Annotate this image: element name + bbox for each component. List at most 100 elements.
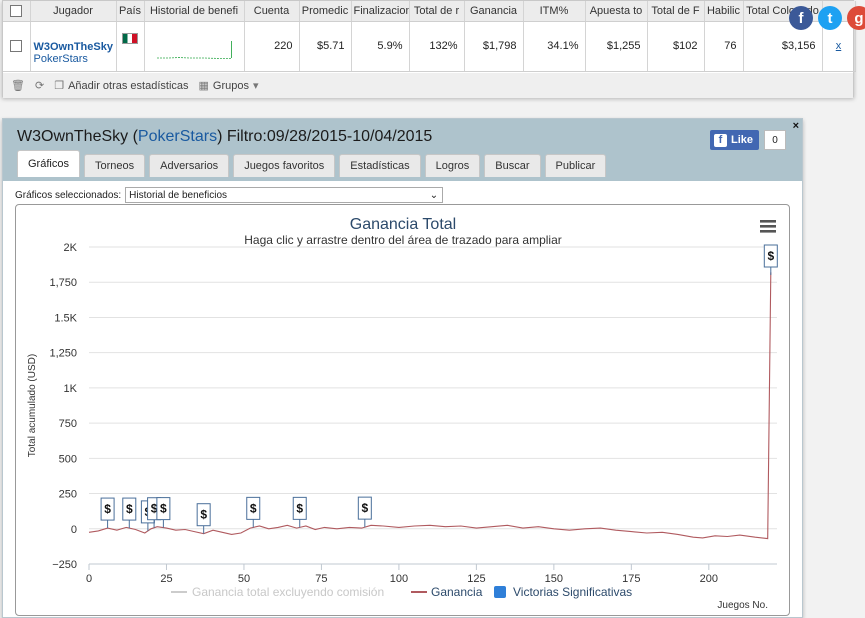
significant-win-marker[interactable] [357, 496, 372, 520]
col-header-total-r[interactable]: Total de r [409, 1, 465, 22]
chart-subtitle: Haga clic y arrastre dentro del área de … [244, 233, 562, 247]
cuenta-value: 220 [244, 21, 300, 72]
col-header-itm[interactable]: ITM% [523, 1, 586, 22]
itm-value: 34.1% [523, 21, 586, 72]
col-header-cuenta[interactable]: Cuenta [244, 1, 300, 22]
habilidad-value: 76 [704, 21, 744, 72]
x-axis-title: Juegos No. [717, 600, 768, 611]
marker-label: $ [767, 249, 774, 263]
legend-label-victorias: Victorias Significativas [513, 585, 632, 599]
y-tick-label: 2K [64, 242, 78, 254]
chart-container: Ganancia Total Haga clic y arrastre dentr… [15, 204, 790, 616]
stats-table: Jugador País Historial de benefi Cuenta … [3, 1, 856, 72]
col-header-jugador[interactable]: Jugador [30, 1, 117, 22]
marker-label: $ [160, 502, 167, 516]
x-tick-label: 25 [160, 573, 172, 585]
finalizacion-value: 5.9% [351, 21, 410, 72]
tab-buscar[interactable]: Buscar [484, 154, 541, 177]
player-cell: W3OwnTheSky PokerStars [30, 21, 117, 72]
y-tick-label: 500 [59, 453, 77, 465]
like-label: Like [731, 134, 754, 146]
player-site-link[interactable]: PokerStars [33, 53, 88, 65]
significant-win-marker[interactable] [292, 496, 307, 520]
refresh-icon[interactable]: ⟳ [34, 80, 45, 92]
significant-win-marker[interactable] [100, 497, 115, 521]
like-count: 0 [764, 130, 786, 150]
promedio-value: $5.71 [299, 21, 352, 72]
total-colocado-value: $3,156 [743, 21, 823, 72]
marker-label: $ [200, 508, 207, 522]
menu-icon-bar-1[interactable] [760, 225, 776, 228]
player-name-link[interactable]: W3OwnTheSky [33, 41, 113, 53]
player-panel: W3OwnTheSky (PokerStars) Filtro:09/28/20… [2, 118, 803, 618]
title-player: W3OwnTheSky [17, 128, 129, 145]
title-site-link[interactable]: PokerStars [137, 128, 218, 145]
y-tick-label: 1,750 [49, 277, 77, 289]
col-header-apuesta[interactable]: Apuesta to [585, 1, 648, 22]
marker-label: $ [361, 501, 368, 515]
chart-title: Ganancia Total [350, 216, 456, 233]
tab-torneos[interactable]: Torneos [83, 154, 146, 177]
history-spark-cell [144, 21, 245, 72]
col-header-ganancia[interactable]: Ganancia [464, 1, 524, 22]
col-header-pais[interactable]: País [116, 1, 145, 22]
col-header-promedio[interactable]: Promedic [299, 1, 352, 22]
groups-dropdown[interactable]: ▦ Grupos ▾ [199, 79, 259, 93]
col-header-finalizacion[interactable]: Finalizacion [351, 1, 410, 22]
tab-publicar[interactable]: Publicar [544, 154, 607, 177]
facebook-share-icon[interactable]: f [789, 6, 813, 30]
stats-toolbar: 🗑 ⟳ ❐ Añadir otras estadísticas ▦ Grupos… [3, 73, 853, 98]
window-icon: ❐ [54, 80, 65, 92]
twitter-share-icon[interactable]: t [818, 6, 842, 30]
panel-title: W3OwnTheSky (PokerStars) Filtro:09/28/20… [17, 128, 432, 146]
tab-juegos-favoritos[interactable]: Juegos favoritos [233, 154, 336, 177]
col-header-habilidad[interactable]: Habilic [704, 1, 744, 22]
col-header-historial[interactable]: Historial de benefi [144, 1, 245, 22]
trash-icon[interactable]: 🗑 [11, 80, 25, 92]
y-tick-label: 1.5K [54, 312, 77, 324]
x-tick-label: 125 [467, 573, 485, 585]
significant-win-marker[interactable] [196, 503, 211, 527]
tab-estadisticas[interactable]: Estadísticas [339, 154, 421, 177]
profit-sparkline[interactable] [149, 31, 239, 61]
x-tick-label: 100 [390, 573, 408, 585]
select-all-checkbox[interactable] [10, 4, 23, 17]
marker-label: $ [126, 502, 133, 516]
facebook-like-button[interactable]: f Like [710, 130, 760, 150]
mexico-flag-icon [122, 32, 138, 44]
significant-win-marker[interactable] [246, 496, 261, 520]
close-icon[interactable]: × [792, 120, 799, 132]
x-tick-label: 150 [545, 573, 563, 585]
table-row: W3OwnTheSky PokerStars 220 $5.71 5.9% 13… [3, 21, 856, 72]
y-axis-title: Total acumulado (USD) [27, 354, 38, 457]
caret-down-icon: ▾ [253, 80, 259, 92]
marker-label: $ [151, 502, 158, 516]
total-f-value: $102 [647, 21, 705, 72]
tab-adversarios[interactable]: Adversarios [149, 154, 230, 177]
row-checkbox[interactable] [10, 40, 23, 53]
add-stats-button[interactable]: ❐ Añadir otras estadísticas [54, 79, 188, 93]
x-tick-label: 200 [700, 573, 718, 585]
google-plus-share-icon[interactable]: g [847, 6, 865, 30]
legend-swatch-victorias[interactable] [494, 586, 506, 598]
tab-graficos[interactable]: Gráficos [17, 150, 80, 177]
legend-label-ganancia: Ganancia [431, 585, 483, 599]
menu-icon-bar-2[interactable] [760, 230, 776, 233]
significant-win-marker[interactable] [763, 244, 778, 268]
title-paren-open: ( [128, 128, 138, 145]
remove-row-link[interactable]: x [835, 40, 842, 52]
facebook-icon: f [714, 133, 727, 147]
chart-selector-row: Gráficos seleccionados: Historial de ben… [15, 187, 444, 203]
menu-icon-bar-0[interactable] [760, 220, 776, 223]
significant-win-marker[interactable] [122, 497, 137, 521]
significant-win-marker[interactable] [156, 497, 171, 521]
row-checkbox-cell [3, 21, 31, 72]
x-tick-label: 0 [86, 573, 92, 585]
series-line-ganancia[interactable] [88, 272, 772, 540]
select-all-header [3, 1, 31, 22]
chart-select[interactable]: Historial de beneficios ⌄ [125, 187, 444, 203]
tab-logros[interactable]: Logros [424, 154, 481, 177]
col-header-total-f[interactable]: Total de F [647, 1, 705, 22]
total-r-value: 132% [409, 21, 465, 72]
